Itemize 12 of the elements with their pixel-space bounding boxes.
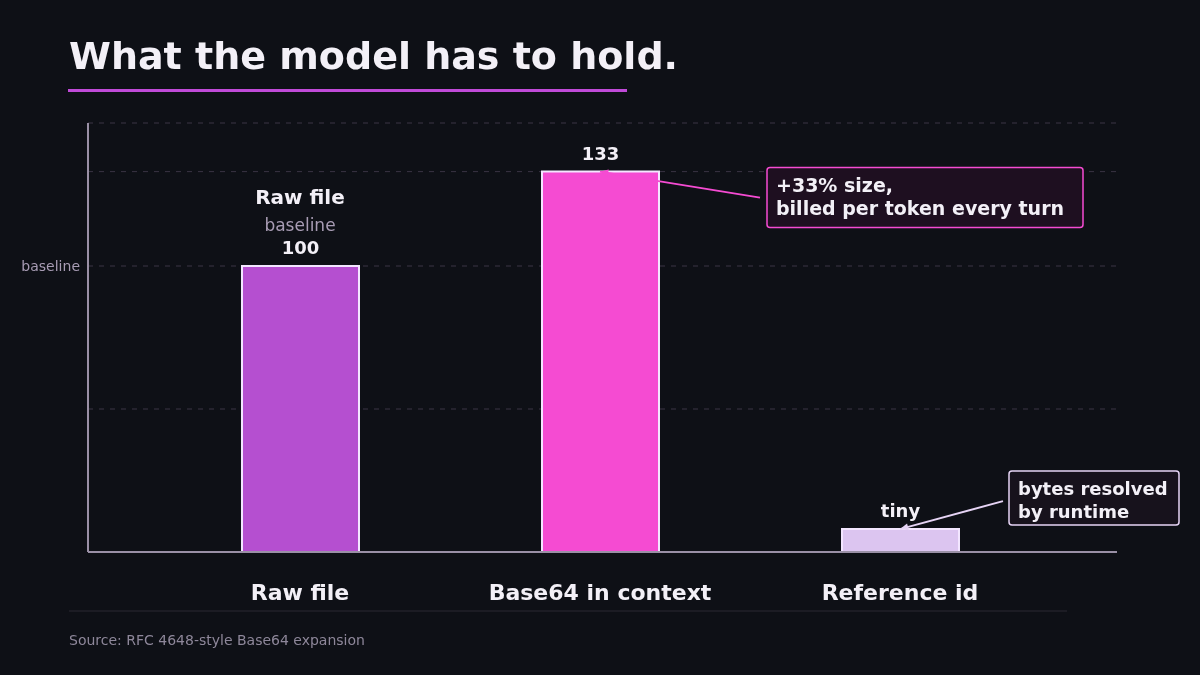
annotation: baseline: [264, 215, 336, 235]
data-label: 133: [581, 142, 620, 164]
data-label: 100: [281, 237, 320, 258]
x-tick-label: Raw file: [250, 580, 350, 605]
annotation: Raw file: [255, 185, 345, 209]
annotation: +33% size, billed per token every turn: [776, 173, 1065, 219]
x-tick-label: Reference id: [821, 580, 979, 605]
chart-title: What the model has to hold.: [69, 34, 679, 78]
x-tick-label: Base64 in context: [488, 580, 712, 605]
source-note: Source: RFC 4648-style Base64 expansion: [69, 632, 365, 648]
annotation: bytes resolved by runtime: [1018, 478, 1168, 523]
data-label: tiny: [880, 500, 921, 522]
